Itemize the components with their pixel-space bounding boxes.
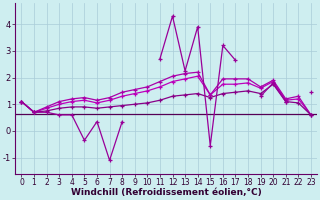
X-axis label: Windchill (Refroidissement éolien,°C): Windchill (Refroidissement éolien,°C) — [71, 188, 261, 197]
